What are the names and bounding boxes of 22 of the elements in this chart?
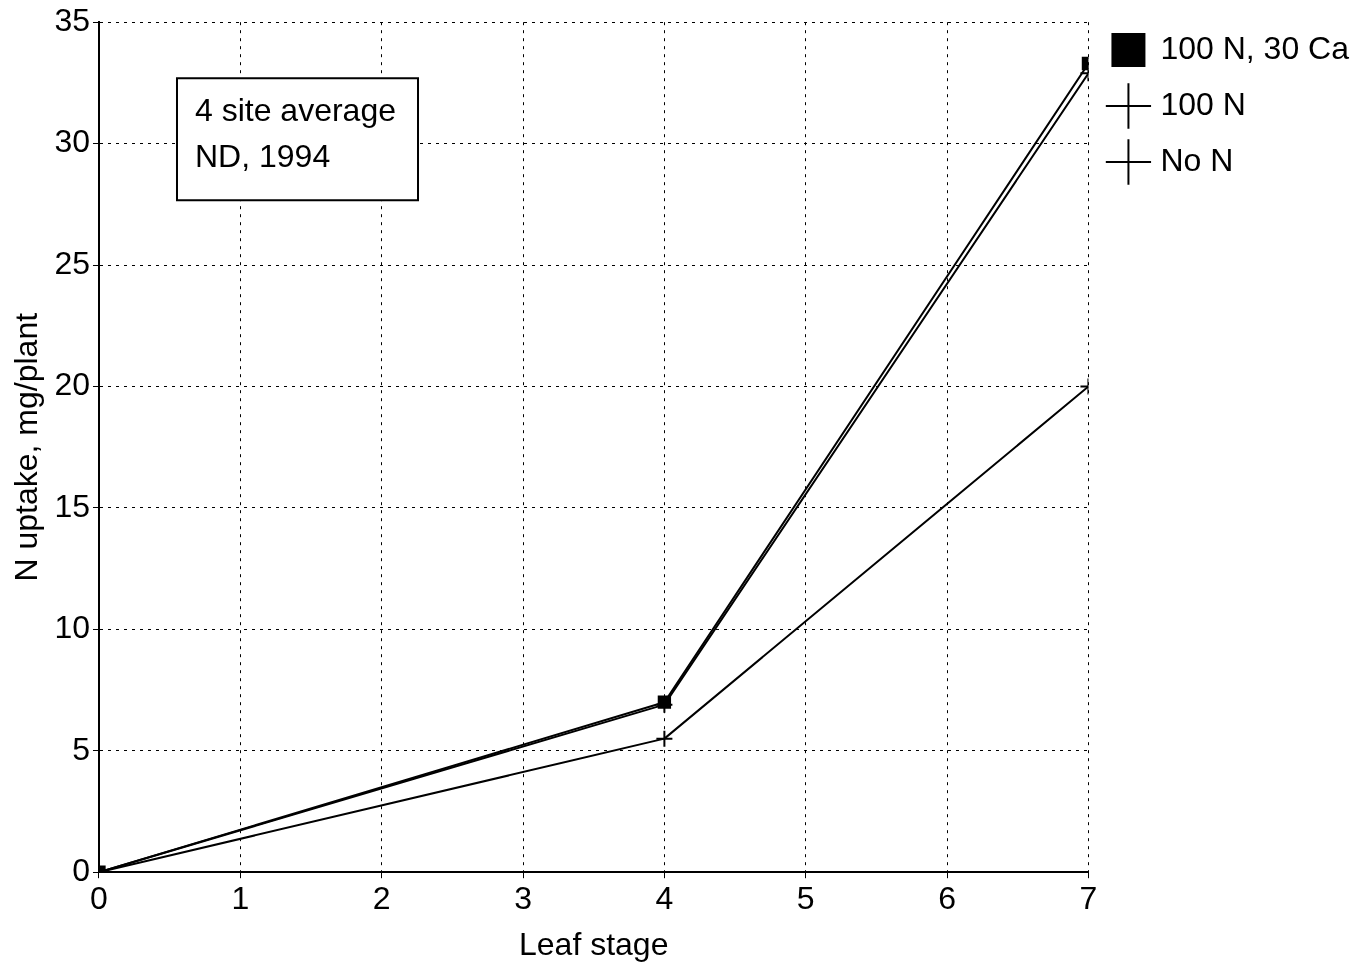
y-tick-label: 10 [54, 609, 90, 646]
y-tick-label: 25 [54, 244, 90, 281]
x-tick-label: 7 [1079, 880, 1098, 917]
x-tick-label: 3 [514, 880, 532, 917]
x-tick-label: 4 [655, 880, 674, 917]
legend-label: 100 N, 30 Ca [1160, 29, 1350, 66]
y-tick-label: 5 [72, 730, 90, 767]
y-tick-label: 15 [54, 487, 90, 524]
y-tick-label: 35 [54, 2, 90, 39]
y-tick-label: 30 [54, 123, 90, 160]
annotation: 4 site average [194, 92, 397, 129]
legend-label: 100 N [1160, 85, 1246, 122]
y-tick-label: 0 [72, 852, 90, 889]
x-tick-label: 1 [231, 880, 250, 917]
x-tick-label: 2 [372, 880, 391, 917]
annotation: ND, 1994 [194, 138, 331, 175]
y-tick-label: 20 [54, 366, 90, 403]
x-axis-title: Leaf stage [518, 925, 669, 962]
legend-label: No N [1160, 141, 1234, 178]
y-axis-title: N uptake, mg/plant [8, 312, 45, 582]
x-tick-label: 6 [938, 880, 956, 917]
x-tick-label: 5 [796, 880, 815, 917]
